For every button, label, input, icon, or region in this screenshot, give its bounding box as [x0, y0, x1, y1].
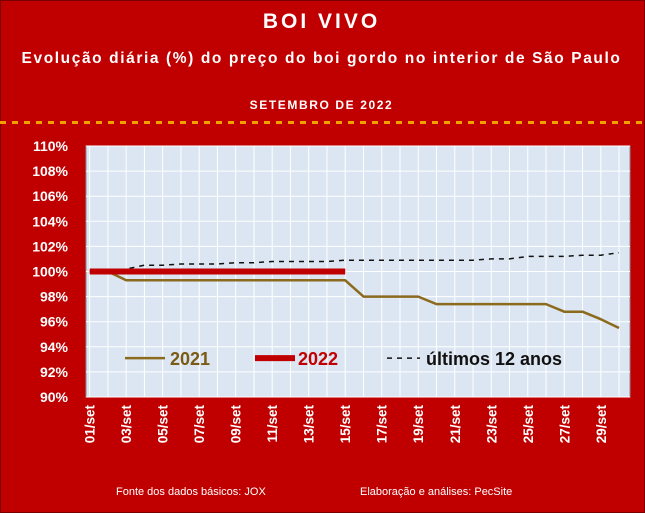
y-tick-label: 106% — [32, 188, 68, 204]
x-tick-label: 07/set — [192, 404, 207, 443]
footer-credits: Elaboração e análises: PecSite — [360, 486, 513, 498]
chart-title: BOI VIVO — [262, 10, 381, 33]
footer-source: Fonte dos dados básicos: JOX — [116, 486, 266, 498]
y-tick-label: 108% — [32, 163, 68, 179]
y-tick-label: 104% — [32, 213, 68, 229]
y-tick-label: 98% — [40, 289, 69, 305]
series-2021-line — [89, 270, 620, 330]
x-tick-label: 09/set — [229, 404, 244, 443]
decorative-stripe — [0, 121, 643, 124]
x-tick-label: 25/set — [521, 404, 536, 443]
x-tick-label: 03/set — [119, 404, 134, 443]
y-tick-label: 94% — [40, 339, 69, 355]
chart-period: SETEMBRO DE 2022 — [249, 98, 394, 112]
x-tick-label: 17/set — [375, 404, 390, 443]
x-tick-label: 23/set — [484, 404, 499, 443]
x-tick-label: 19/set — [411, 404, 426, 443]
x-tick-label: 01/set — [83, 404, 98, 443]
y-tick-label: 102% — [32, 238, 68, 254]
x-tick-label: 13/set — [302, 404, 317, 443]
y-tick-label: 90% — [40, 389, 69, 405]
x-tick-label: 15/set — [338, 404, 353, 443]
y-tick-label: 96% — [40, 314, 69, 330]
legend-12-anos-label: últimos 12 anos — [426, 349, 562, 369]
x-tick-label: 29/set — [594, 404, 609, 443]
x-tick-label: 11/set — [265, 405, 280, 443]
legend-2021-label: 2021 — [170, 349, 210, 369]
line-chart: 90% 92% 94% 96% 98% 100% 102% 104% 106% 108% 110% 0… — [32, 138, 631, 443]
series-12-anos-line — [89, 251, 620, 273]
x-tick-label: 05/set — [156, 404, 171, 443]
x-tick-label: 27/set — [557, 404, 572, 443]
x-tick-label: 21/set — [448, 404, 463, 443]
chart-subtitle: Evolução diária (%) do preço do boi gord… — [21, 50, 622, 67]
y-tick-label: 110% — [33, 138, 69, 154]
y-tick-label: 92% — [40, 364, 69, 380]
y-tick-label: 100% — [32, 264, 68, 280]
legend-2022-label: 2022 — [298, 349, 338, 369]
